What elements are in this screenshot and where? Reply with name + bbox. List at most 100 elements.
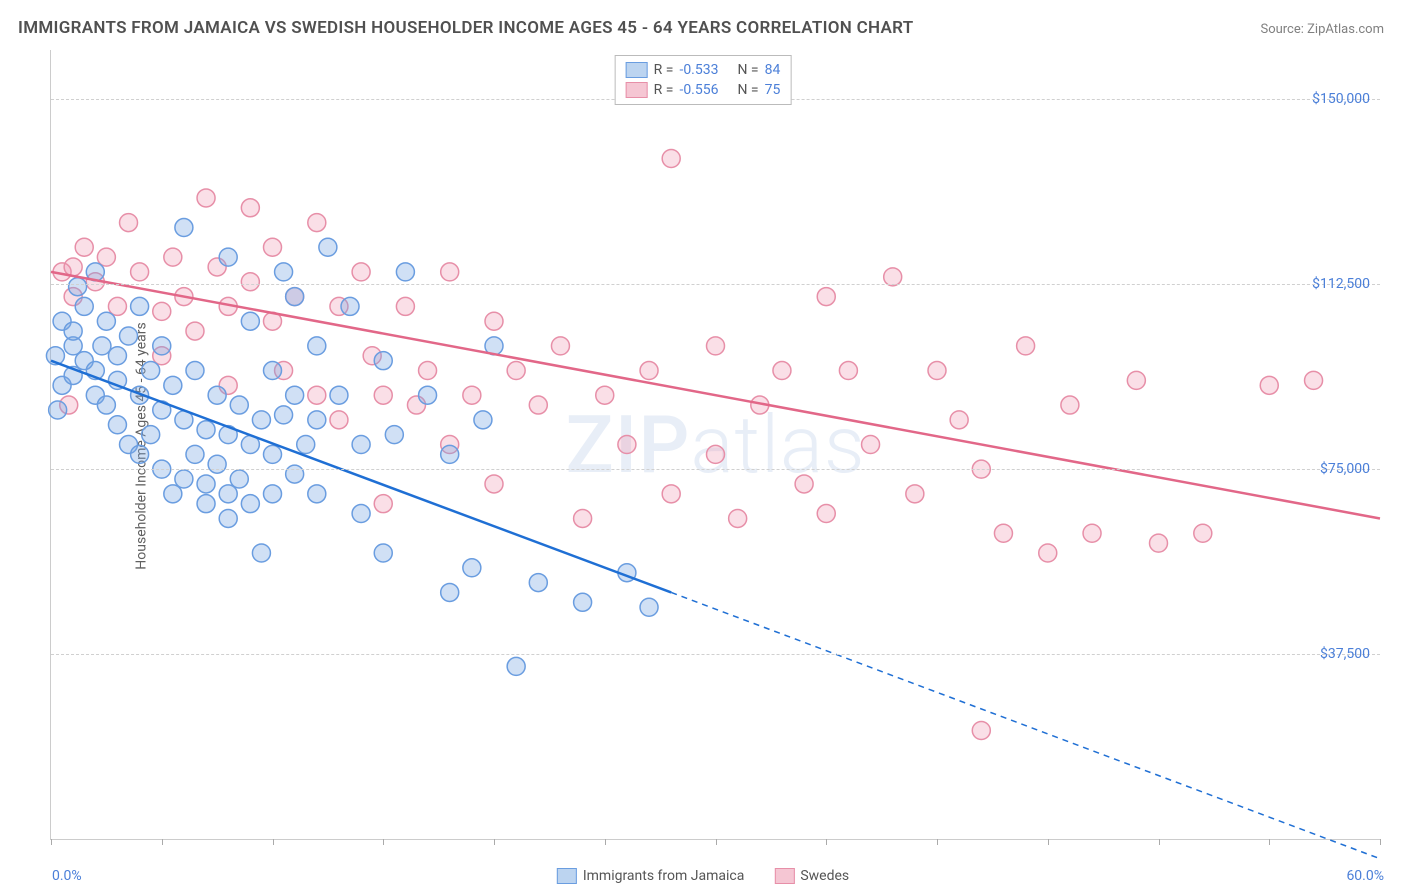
series-name-0: Immigrants from Jamaica (583, 868, 745, 884)
chart-title: IMMIGRANTS FROM JAMAICA VS SWEDISH HOUSE… (18, 18, 914, 38)
scatter-point (120, 214, 138, 232)
scatter-point (817, 505, 835, 523)
scatter-point (396, 263, 414, 281)
scatter-point (219, 248, 237, 266)
scatter-point (1127, 371, 1145, 389)
scatter-point (1039, 544, 1057, 562)
scatter-point (396, 297, 414, 315)
scatter-point (551, 337, 569, 355)
series-legend-item-1: Swedes (774, 868, 849, 884)
scatter-point (208, 386, 226, 404)
scatter-point (950, 411, 968, 429)
scatter-point (175, 219, 193, 237)
scatter-point (264, 485, 282, 503)
scatter-point (817, 288, 835, 306)
scatter-point (175, 470, 193, 488)
scatter-point (773, 362, 791, 380)
scatter-point (197, 495, 215, 513)
scatter-point (186, 322, 204, 340)
scatter-point (252, 544, 270, 562)
scatter-point (507, 362, 525, 380)
scatter-point (142, 426, 160, 444)
trend-line (51, 272, 1380, 519)
scatter-point (197, 421, 215, 439)
x-tick-mark (162, 839, 163, 845)
y-tick-label: $150,000 (1312, 91, 1370, 107)
series-legend: Immigrants from Jamaica Swedes (557, 868, 849, 884)
scatter-point (308, 214, 326, 232)
y-tick-label: $112,500 (1312, 276, 1370, 292)
scatter-point (308, 337, 326, 355)
scatter-point (352, 505, 370, 523)
scatter-point (49, 401, 67, 419)
scatter-point (385, 426, 403, 444)
scatter-point (1017, 337, 1035, 355)
scatter-point (330, 411, 348, 429)
scatter-point (208, 455, 226, 473)
scatter-point (97, 312, 115, 330)
legend-swatch-1 (626, 82, 648, 98)
scatter-point (795, 475, 813, 493)
scatter-point (507, 657, 525, 675)
scatter-point (297, 436, 315, 454)
scatter-point (330, 386, 348, 404)
scatter-point (93, 337, 111, 355)
n-value-0: 84 (765, 62, 781, 78)
x-tick-mark (1048, 839, 1049, 845)
scatter-point (640, 362, 658, 380)
scatter-point (252, 411, 270, 429)
scatter-point (164, 248, 182, 266)
scatter-point (186, 445, 204, 463)
scatter-point (131, 297, 149, 315)
legend-row-series-1: R = -0.556 N = 75 (626, 80, 781, 100)
scatter-point (308, 485, 326, 503)
scatter-point (419, 386, 437, 404)
scatter-point (574, 593, 592, 611)
scatter-point (884, 268, 902, 286)
x-tick-mark (937, 839, 938, 845)
scatter-point (64, 322, 82, 340)
scatter-point (219, 509, 237, 527)
gridline (51, 654, 1380, 655)
r-label: R = (654, 62, 674, 78)
scatter-point (197, 475, 215, 493)
series-legend-item-0: Immigrants from Jamaica (557, 868, 745, 884)
scatter-point (164, 376, 182, 394)
scatter-point (264, 238, 282, 256)
scatter-point (1083, 524, 1101, 542)
x-max-label: 60.0% (1346, 868, 1384, 884)
scatter-point (441, 263, 459, 281)
scatter-point (463, 386, 481, 404)
r-label: R = (654, 82, 674, 98)
x-tick-mark (383, 839, 384, 845)
scatter-point (839, 362, 857, 380)
scatter-point (1061, 396, 1079, 414)
scatter-point (352, 436, 370, 454)
scatter-point (230, 470, 248, 488)
x-tick-mark (826, 839, 827, 845)
scatter-point (862, 436, 880, 454)
scatter-point (729, 509, 747, 527)
scatter-point (241, 199, 259, 217)
scatter-point (108, 416, 126, 434)
scatter-point (374, 495, 392, 513)
scatter-point (662, 149, 680, 167)
series-name-1: Swedes (800, 868, 849, 884)
scatter-point (640, 598, 658, 616)
scatter-point (662, 485, 680, 503)
gridline (51, 469, 1380, 470)
scatter-point (97, 396, 115, 414)
scatter-point (75, 238, 93, 256)
x-min-label: 0.0% (52, 868, 82, 884)
scatter-point (286, 386, 304, 404)
x-tick-mark (51, 839, 52, 845)
n-value-1: 75 (765, 82, 781, 98)
plot-area: ZIPatlas $37,500$75,000$112,500$150,000 (50, 50, 1380, 840)
scatter-point (197, 189, 215, 207)
scatter-point (1260, 376, 1278, 394)
scatter-point (419, 362, 437, 380)
scatter-point (994, 524, 1012, 542)
trend-line-extrapolated (671, 592, 1380, 858)
n-label: N = (737, 62, 758, 78)
legend-row-series-0: R = -0.533 N = 84 (626, 60, 781, 80)
